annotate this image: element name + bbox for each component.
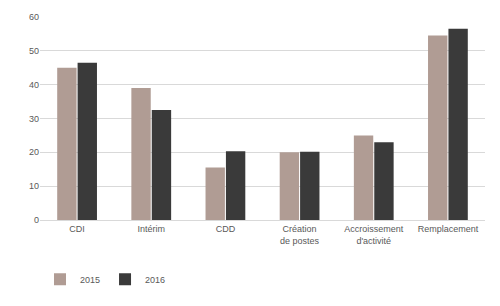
svg-text:40: 40: [29, 80, 39, 90]
svg-text:CDI: CDI: [69, 224, 85, 234]
svg-text:60: 60: [29, 12, 39, 22]
svg-text:50: 50: [29, 46, 39, 56]
svg-text:Remplacement: Remplacement: [418, 224, 479, 234]
svg-text:20: 20: [29, 147, 39, 157]
svg-text:2016: 2016: [145, 275, 165, 285]
svg-text:CDD: CDD: [216, 224, 236, 234]
svg-text:2015: 2015: [80, 275, 100, 285]
svg-text:Accroissementd'activité: Accroissementd'activité: [344, 224, 404, 246]
svg-text:Créationde postes: Créationde postes: [280, 224, 320, 246]
svg-text:30: 30: [29, 114, 39, 124]
svg-text:Intérim: Intérim: [137, 224, 165, 234]
svg-text:10: 10: [29, 181, 39, 191]
svg-text:0: 0: [34, 215, 39, 225]
